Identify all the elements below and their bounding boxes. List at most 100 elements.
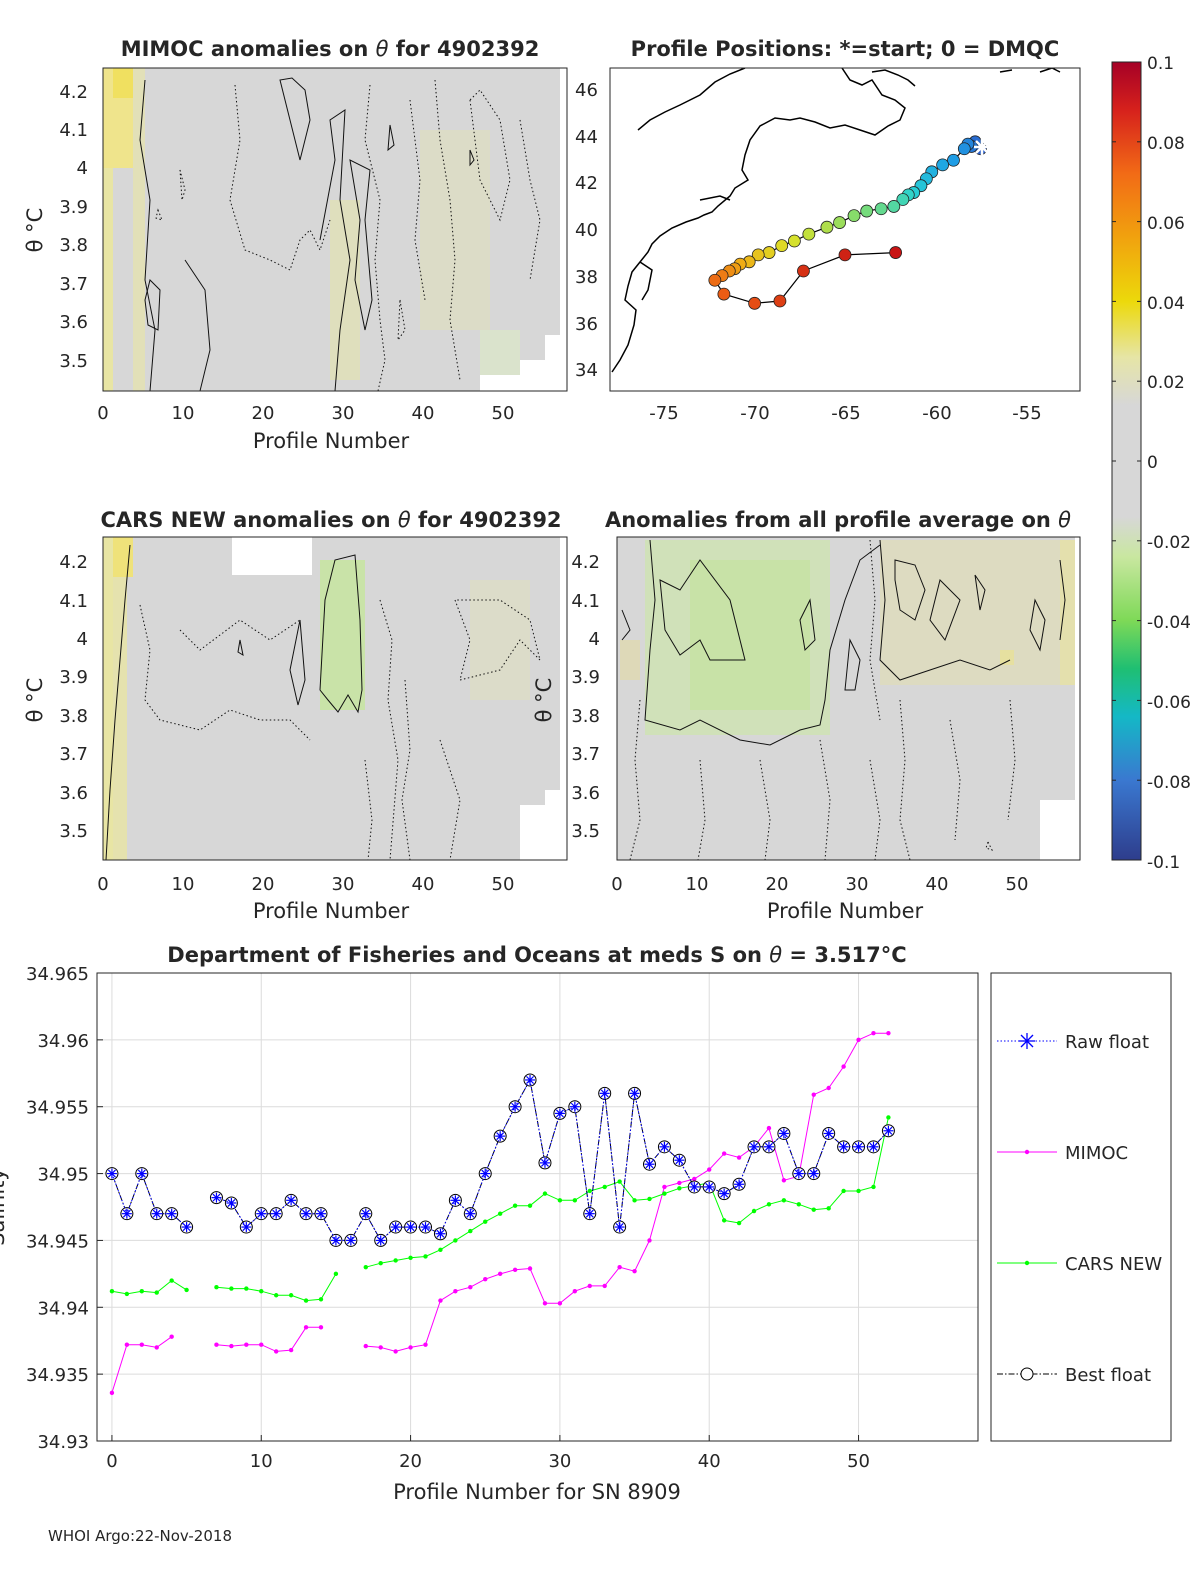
legend-label-raw: Raw float (1065, 1032, 1149, 1053)
data-point-cars (527, 1203, 533, 1208)
cars-xtick: 50 (492, 874, 515, 895)
data-point-cars (483, 1219, 488, 1224)
average-ytick: 3.5 (571, 821, 600, 842)
average-xticks: 0 10 20 30 40 50 (611, 874, 1028, 895)
data-point-cars (333, 1271, 339, 1277)
track-point (797, 264, 810, 278)
average-panel-title: Anomalies from all profile average on θ (605, 508, 1071, 532)
track-point (820, 220, 834, 234)
average-xtick: 40 (926, 874, 949, 895)
data-point-mimoc (154, 1345, 159, 1350)
mimoc-ytick: 4.2 (59, 82, 88, 103)
cars-ytick: 4 (77, 629, 88, 650)
float-track (708, 135, 990, 310)
positions-panel-title: Profile Positions: *=start; 0 = DMQC (631, 37, 1060, 61)
colorbar: 0.1 0.08 0.06 0.04 0.02 0 -0.02 -0.04 -0… (1111, 54, 1191, 873)
salinity-line-panel: Department of Fisheries and Oceans at me… (0, 943, 1172, 1504)
average-ytick: 4.2 (571, 552, 600, 573)
salinity-xtick: 30 (548, 1451, 571, 1472)
salinity-legend: Raw float MIMOC CARS NEW Best float (990, 972, 1172, 1442)
data-point-cars (423, 1254, 428, 1259)
cars-ytick: 4.1 (59, 591, 88, 612)
average-ytick: 3.7 (571, 744, 600, 765)
track-point (802, 227, 816, 241)
colorbar-tick: 0 (1147, 453, 1158, 473)
mimoc-xtick: 10 (172, 403, 195, 424)
data-point-mimoc (826, 1085, 831, 1091)
data-point-cars (124, 1291, 130, 1297)
track-point (762, 246, 776, 259)
data-point-mimoc (542, 1301, 548, 1306)
data-point-raw (569, 1101, 580, 1112)
cars-ytick: 3.6 (59, 783, 88, 804)
data-point-mimoc (438, 1298, 443, 1303)
data-point-cars (229, 1286, 234, 1291)
data-point-mimoc (244, 1342, 249, 1347)
legend-box (990, 972, 1172, 1442)
mimoc-ytick: 3.8 (59, 235, 88, 256)
data-point-raw (525, 1074, 536, 1085)
data-point-mimoc (841, 1064, 846, 1069)
data-point-cars (244, 1286, 249, 1291)
data-point-mimoc (662, 1184, 667, 1190)
cars-xtick: 40 (412, 874, 435, 895)
cars-ytick: 3.5 (59, 821, 88, 842)
data-point-raw (226, 1197, 237, 1208)
data-point-cars (871, 1184, 876, 1190)
mimoc-anomaly-panel: MIMOC anomalies on θ for 4902392 (23, 37, 568, 453)
average-ytick: 4.1 (571, 591, 600, 612)
legend-label-mimoc: MIMOC (1065, 1143, 1128, 1164)
data-point-raw (823, 1128, 834, 1139)
salinity-ytick: 34.945 (26, 1231, 89, 1252)
data-point-raw (689, 1181, 700, 1192)
track-point (860, 204, 874, 218)
track-point (847, 209, 861, 223)
mimoc-ytick: 3.7 (59, 274, 88, 295)
data-point-cars (139, 1289, 144, 1294)
series-line-cars (111, 1279, 187, 1295)
data-point-cars (796, 1202, 802, 1207)
data-point-raw (420, 1222, 431, 1233)
track-point (833, 216, 846, 229)
series-line-raw (111, 1172, 187, 1228)
positions-xtick: -60 (922, 403, 951, 424)
data-point-mimoc (408, 1345, 413, 1350)
track-point (957, 142, 971, 156)
colorbar-gradient (1111, 61, 1142, 861)
data-point-raw (465, 1208, 476, 1219)
data-point-raw (136, 1168, 147, 1179)
mimoc-ytick: 4.1 (59, 120, 88, 141)
series-line-cars (365, 1117, 889, 1268)
data-point-cars (572, 1198, 578, 1203)
data-point-cars (408, 1255, 413, 1261)
mimoc-xtick: 40 (412, 403, 435, 424)
legend-item-best-float: Best float (997, 1365, 1151, 1386)
positions-ytick: 34 (575, 360, 598, 381)
legend-item-cars: CARS NEW (997, 1254, 1162, 1275)
cars-ytick: 3.8 (59, 706, 88, 727)
data-point-cars (169, 1278, 174, 1283)
data-point-raw (271, 1208, 282, 1219)
track-point (775, 239, 789, 253)
data-point-raw (450, 1195, 461, 1206)
salinity-yticks: 34.93 34.935 34.94 34.945 34.95 34.955 34.96 34… (26, 964, 103, 1453)
salinity-xlabel: Profile Number for SN 8909 (393, 1480, 681, 1504)
track-point (887, 200, 901, 213)
track-point (896, 193, 910, 206)
average-xtick: 0 (611, 874, 622, 895)
salinity-xtick: 0 (106, 1451, 117, 1472)
data-point-raw (106, 1168, 117, 1179)
data-point-raw (151, 1208, 162, 1219)
data-point-raw (644, 1159, 655, 1170)
data-point-cars (378, 1260, 383, 1266)
data-point-raw (554, 1108, 565, 1119)
track-point (936, 158, 950, 172)
track-point (838, 248, 852, 262)
mimoc-xtick: 50 (492, 403, 515, 424)
data-point-cars (109, 1289, 115, 1294)
track-point (874, 202, 888, 216)
salinity-ytick: 34.965 (26, 964, 89, 985)
colorbar-tick: -0.02 (1147, 533, 1191, 553)
positions-xtick: -70 (740, 403, 769, 424)
